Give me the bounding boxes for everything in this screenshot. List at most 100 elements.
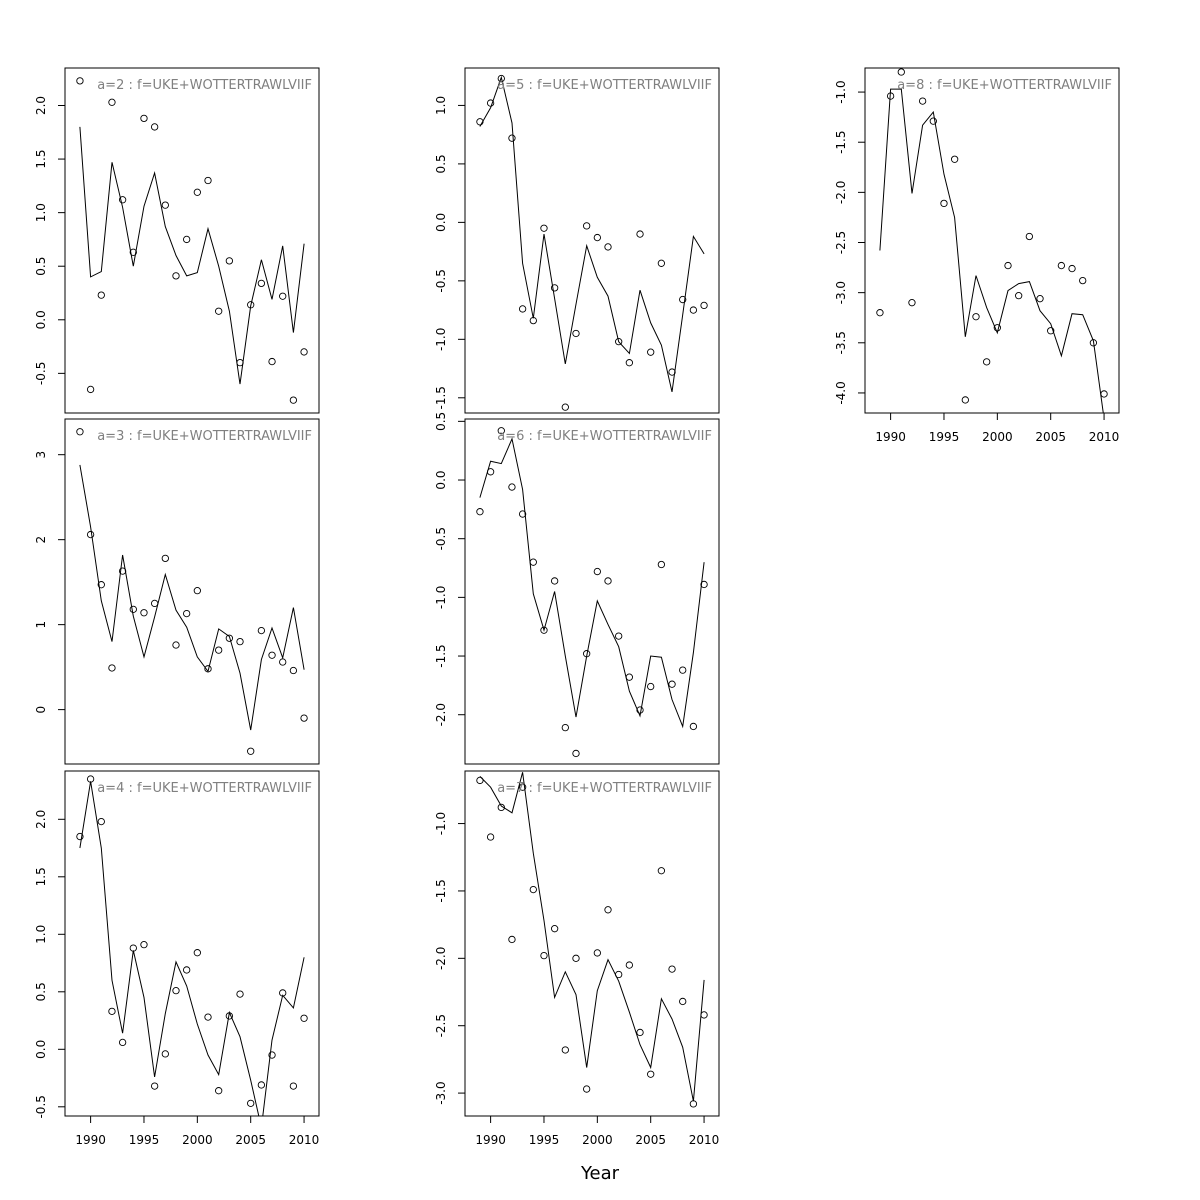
observed-point bbox=[193, 188, 201, 196]
observed-point bbox=[940, 199, 948, 208]
observed-point bbox=[204, 665, 212, 673]
observed-point bbox=[225, 257, 234, 265]
y-axis: -0.5 0.0 0.5 1.0 1.5 2.0 bbox=[34, 96, 65, 385]
x-axis-label: Year bbox=[580, 1163, 620, 1184]
observed-point bbox=[529, 558, 537, 566]
observed-point bbox=[289, 1082, 298, 1090]
observed-point bbox=[529, 316, 537, 325]
fitted-line bbox=[479, 75, 705, 393]
x-tick-label: 1995 bbox=[529, 1133, 560, 1147]
y-axis: -1.5 -1.0 -0.5 0.0 0.5 1.0 bbox=[434, 96, 465, 410]
panel-frame bbox=[464, 418, 720, 765]
observed-point bbox=[876, 309, 884, 317]
observed-point bbox=[497, 803, 505, 812]
y-tick-label: -1.5 bbox=[834, 131, 848, 154]
observed-point bbox=[183, 966, 191, 974]
y-tick-label: -1.5 bbox=[434, 879, 448, 902]
observed-point bbox=[1079, 276, 1087, 285]
observed-point bbox=[993, 324, 1001, 332]
observed-point bbox=[300, 714, 308, 722]
x-tick-label: 1995 bbox=[129, 1133, 160, 1147]
panel-title: a=2 : f=UKE+WOTTERTRAWLVIIF bbox=[97, 78, 312, 93]
observed-point bbox=[657, 867, 666, 875]
panel-frame bbox=[64, 770, 320, 1117]
plot-area bbox=[79, 781, 305, 1116]
observed-point bbox=[183, 609, 191, 618]
panel-frame bbox=[464, 67, 720, 414]
observed-point bbox=[1068, 264, 1076, 273]
observed-point bbox=[236, 990, 244, 998]
observed-point bbox=[508, 935, 516, 944]
observed-point bbox=[657, 560, 666, 569]
observed-point bbox=[518, 783, 527, 791]
observed-point bbox=[647, 682, 655, 691]
observed-point bbox=[300, 348, 308, 356]
y-tick-label: -1.0 bbox=[434, 586, 448, 609]
observed-point bbox=[289, 666, 298, 675]
observed-point bbox=[625, 359, 634, 367]
observed-point bbox=[689, 1100, 698, 1108]
observed-point bbox=[593, 949, 601, 957]
observed-point bbox=[150, 123, 159, 131]
observed-point bbox=[625, 961, 634, 969]
y-tick-label: 2 bbox=[34, 536, 48, 544]
observed-point bbox=[897, 68, 905, 76]
y-tick-label: 0.5 bbox=[434, 412, 448, 431]
y-tick-label: -3.5 bbox=[834, 331, 848, 354]
y-tick-label: 2.0 bbox=[34, 810, 48, 829]
y-tick-label: 0.0 bbox=[434, 213, 448, 232]
plot-area bbox=[479, 772, 705, 1102]
x-tick-label: 2005 bbox=[635, 1133, 666, 1147]
panel-title: a=4 : f=UKE+WOTTERTRAWLVIIF bbox=[97, 781, 312, 796]
observed-point bbox=[76, 428, 84, 436]
observed-point bbox=[961, 396, 969, 404]
y-tick-label: 1.5 bbox=[34, 867, 48, 886]
observed-point bbox=[583, 222, 591, 230]
observed-point bbox=[118, 567, 127, 575]
observed-point bbox=[108, 664, 116, 672]
observed-point bbox=[550, 284, 559, 292]
x-tick-label: 2010 bbox=[689, 1133, 720, 1147]
panel-frame bbox=[464, 770, 720, 1117]
y-tick-label: -1.0 bbox=[434, 328, 448, 351]
observed-point bbox=[604, 577, 612, 585]
y-tick-label: -3.0 bbox=[834, 281, 848, 304]
x-tick-label: 1995 bbox=[929, 430, 960, 444]
observed-point bbox=[540, 626, 548, 634]
y-tick-label: 2.0 bbox=[34, 96, 48, 115]
observed-point bbox=[668, 965, 676, 973]
observed-point bbox=[679, 666, 687, 674]
y-tick-label: 1.0 bbox=[34, 925, 48, 944]
observed-point bbox=[247, 1099, 255, 1108]
observed-point bbox=[550, 925, 559, 933]
y-tick-label: 1.0 bbox=[34, 203, 48, 222]
observed-point bbox=[161, 554, 169, 563]
observed-point bbox=[86, 775, 95, 783]
observed-point bbox=[700, 580, 708, 589]
observed-point bbox=[236, 637, 244, 646]
y-tick-label: 1.5 bbox=[34, 150, 48, 169]
observed-point bbox=[257, 626, 266, 635]
plot-area bbox=[79, 126, 305, 385]
observed-point bbox=[476, 508, 484, 516]
y-tick-label: -0.5 bbox=[434, 269, 448, 292]
panel-frame bbox=[864, 67, 1120, 414]
observed-point bbox=[257, 279, 266, 288]
panel-4: -1.5 -1.0 -0.5 0.0 0.5 1.0 a=5 : f=UKE+WOTTERT… bbox=[434, 67, 720, 414]
observed-point bbox=[636, 706, 644, 714]
observed-point bbox=[486, 99, 495, 107]
plot-area bbox=[479, 437, 705, 729]
observed-point bbox=[689, 722, 698, 731]
observed-point bbox=[561, 1046, 569, 1054]
panel-7: -4.0 -3.5 -3.0 -2.5 -2.0 -1.5 -1.0 1990 1995 2000… bbox=[834, 67, 1120, 444]
observed-point bbox=[929, 117, 937, 125]
observed-point bbox=[129, 944, 137, 952]
panel-frame bbox=[64, 67, 320, 414]
observed-point bbox=[583, 650, 591, 658]
panel-5: -2.0 -1.5 -1.0 -0.5 0.0 0.5 a=6 : f=UKE+WOTTER… bbox=[434, 412, 720, 765]
observed-point bbox=[689, 306, 698, 314]
panel-title: a=7 : f=UKE+WOTTERTRAWLVIIF bbox=[497, 781, 712, 796]
y-tick-label: 0.0 bbox=[34, 1040, 48, 1059]
y-tick-label: -2.0 bbox=[434, 703, 448, 726]
observed-point bbox=[604, 906, 612, 914]
